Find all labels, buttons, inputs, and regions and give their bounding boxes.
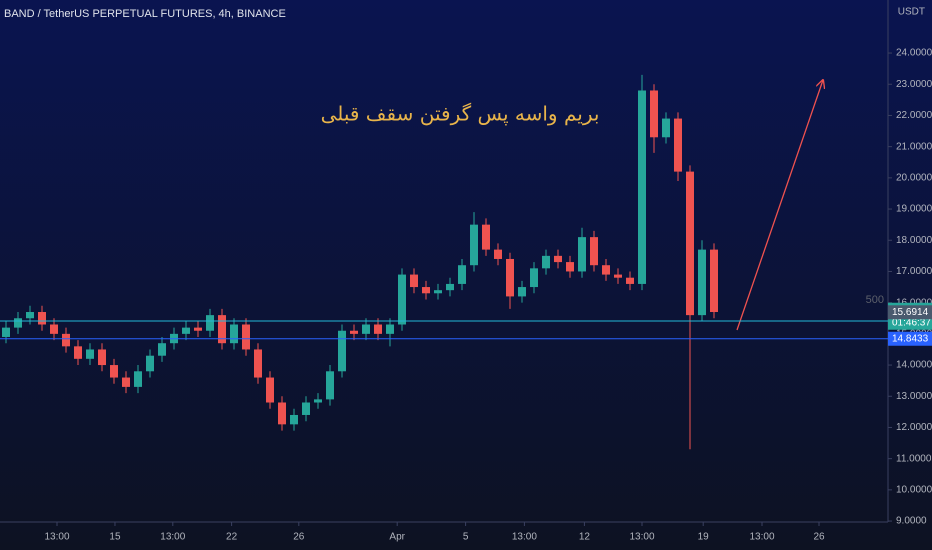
x-tick-label: 15 (109, 532, 121, 543)
y-tick-label: 18.0000 (896, 235, 932, 246)
y-tick-label: 19.0000 (896, 204, 932, 215)
candle-body (686, 171, 694, 316)
candle-body (122, 377, 130, 387)
candle-body (614, 274, 622, 278)
candle-body (74, 346, 82, 359)
candle-body (254, 349, 262, 378)
candle-body (326, 371, 334, 400)
x-tick-label: 12 (579, 532, 591, 543)
x-tick-label: 22 (226, 532, 238, 543)
x-tick-label: 13:00 (512, 532, 537, 543)
candle-body (182, 327, 190, 334)
y-tick-label: 20.0000 (896, 172, 932, 183)
candle-body (302, 402, 310, 415)
arrow (736, 80, 823, 331)
candle-body (602, 265, 610, 275)
candle-body (50, 324, 58, 334)
y-tick-label: 21.0000 (896, 141, 932, 152)
price-label: 15.6914 (892, 307, 929, 318)
candle-body (374, 324, 382, 334)
candle-body (446, 283, 454, 291)
volume-label: 500 (866, 294, 884, 306)
candle-body (278, 402, 286, 425)
candle-body (314, 399, 322, 403)
candle-body (146, 355, 154, 372)
candle-body (422, 287, 430, 294)
y-tick-label: 9.0000 (896, 516, 927, 527)
candle-body (38, 312, 46, 325)
candle-body (458, 265, 466, 284)
candle-body (14, 318, 22, 328)
y-tick-label: 10.0000 (896, 485, 932, 496)
chart-title: BAND / TetherUS PERPETUAL FUTURES, 4h, B… (4, 8, 286, 20)
candle-body (230, 324, 238, 344)
candle-body (674, 118, 682, 172)
x-tick-label: 5 (463, 532, 469, 543)
y-tick-label: 14.0000 (896, 360, 932, 371)
candle-body (206, 315, 214, 331)
x-tick-label: 26 (293, 532, 305, 543)
candle-body (482, 224, 490, 250)
y-tick-label: 17.0000 (896, 266, 932, 277)
candle-body (410, 274, 418, 288)
x-tick-label: 26 (813, 532, 825, 543)
candle-body (566, 262, 574, 272)
candle-body (110, 365, 118, 378)
candle-body (86, 349, 94, 359)
y-tick-label: 11.0000 (896, 453, 932, 464)
candle-body (662, 118, 670, 138)
candle-body (506, 258, 514, 297)
y-tick-label: 12.0000 (896, 422, 932, 433)
candle-body (290, 414, 298, 425)
candle-body (494, 249, 502, 259)
candle-body (98, 349, 106, 366)
currency: USDT (898, 7, 925, 18)
annotation: بریم واسه پس گرفتن سقف قبلی (321, 102, 600, 127)
candle-body (542, 255, 550, 269)
candle-body (362, 324, 370, 334)
candle-body (590, 237, 598, 266)
candle-body (218, 315, 226, 344)
price-label: 14.8433 (892, 333, 929, 344)
candle-body (266, 377, 274, 403)
candle-body (518, 287, 526, 297)
candle-body (434, 290, 442, 294)
candle-body (62, 333, 70, 347)
candle-body (398, 274, 406, 325)
candle-body (470, 224, 478, 266)
y-tick-label: 22.0000 (896, 110, 932, 121)
candle-body (134, 371, 142, 387)
candle-body (2, 327, 10, 337)
y-tick-label: 24.0000 (896, 48, 932, 59)
countdown: 01:46:37 (892, 317, 931, 328)
candle-body (338, 330, 346, 372)
y-tick-label: 13.0000 (896, 391, 932, 402)
x-tick-label: 13:00 (160, 532, 185, 543)
candle-body (710, 249, 718, 313)
candle-body (386, 324, 394, 334)
candle-body (242, 324, 250, 350)
price-label-box (888, 305, 932, 320)
candle-body (194, 327, 202, 331)
x-tick-label: 13:00 (749, 532, 774, 543)
y-tick-label: 23.0000 (896, 79, 932, 90)
candle-body (626, 277, 634, 284)
price-label-box (888, 331, 932, 346)
candle-body (530, 268, 538, 288)
candle-body (650, 90, 658, 138)
candle-body (26, 312, 34, 319)
x-tick-label: 13:00 (44, 532, 69, 543)
candle-body (638, 90, 646, 284)
x-tick-label: 19 (698, 532, 710, 543)
candle-body (158, 343, 166, 356)
candle-body (350, 330, 358, 334)
candle-body (554, 255, 562, 263)
candle-body (698, 249, 706, 316)
x-tick-label: Apr (389, 532, 405, 543)
candle-body (578, 237, 586, 272)
x-tick-label: 13:00 (629, 532, 654, 543)
